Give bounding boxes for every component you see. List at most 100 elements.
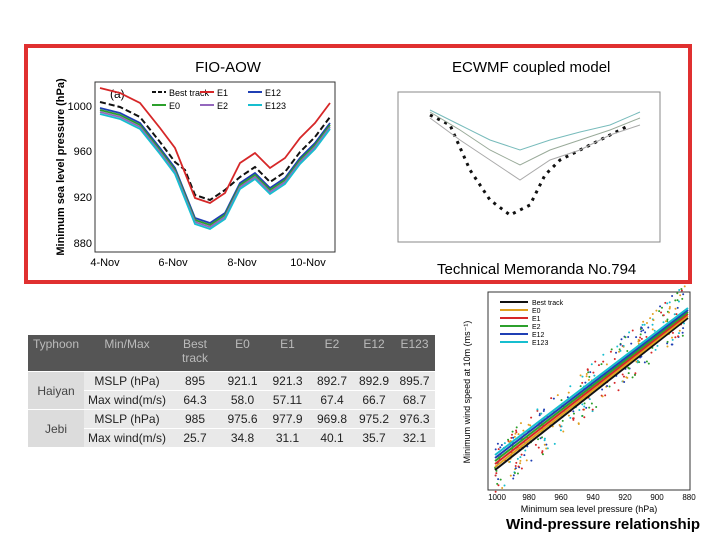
table-row: Jebi MSLP (hPa) 985 975.6 977.9 969.8 975.2 976… bbox=[28, 409, 435, 447]
scatter-dot bbox=[512, 477, 515, 480]
scatter-dot bbox=[636, 359, 639, 362]
scatter-dot bbox=[494, 490, 497, 493]
scatter-dot bbox=[605, 363, 608, 366]
scatter-dot bbox=[523, 454, 526, 457]
scatter-dot bbox=[671, 338, 674, 341]
scatter-dot bbox=[659, 305, 662, 308]
scatter-dot bbox=[673, 313, 676, 316]
scatter-dot bbox=[510, 436, 513, 439]
scatter-dot bbox=[601, 395, 604, 398]
scatter-dot bbox=[494, 474, 497, 477]
scatter-dot bbox=[534, 443, 537, 446]
scatter-dot bbox=[665, 320, 668, 323]
fit-line bbox=[494, 309, 689, 459]
scatter-dot bbox=[543, 437, 546, 440]
scatter-dot bbox=[617, 389, 620, 392]
scatter-dot bbox=[639, 336, 642, 339]
caption: Technical Memoranda No.794 bbox=[437, 261, 636, 278]
scatter-dot bbox=[514, 464, 517, 467]
scatter-dot bbox=[499, 446, 502, 449]
scatter-dot bbox=[638, 361, 641, 364]
scatter-dot bbox=[681, 334, 684, 337]
scatter-dot bbox=[581, 414, 584, 417]
scatter-dot bbox=[586, 369, 589, 372]
scatter-dot bbox=[662, 321, 665, 324]
scatter-dot bbox=[513, 471, 516, 474]
scatter-dot bbox=[593, 374, 596, 377]
red-frame bbox=[24, 44, 692, 284]
track-line bbox=[99, 101, 331, 202]
x-tick-label: 960 bbox=[554, 493, 568, 502]
scatter-dot bbox=[560, 425, 563, 428]
table-cell: 31.1 bbox=[265, 428, 310, 447]
table-cell: MSLP (hPa) bbox=[84, 409, 170, 429]
table-cell: 969.8 bbox=[310, 409, 354, 429]
scatter-dot bbox=[668, 301, 671, 304]
x-tick-label: 1000 bbox=[488, 493, 506, 502]
scatter-dot bbox=[588, 406, 591, 409]
table-cell: 57.11 bbox=[265, 390, 310, 410]
scatter-dot bbox=[639, 333, 642, 336]
scatter-dot bbox=[540, 412, 543, 415]
scatter-dot bbox=[627, 372, 630, 375]
typhoon-name: Jebi bbox=[28, 409, 84, 447]
scatter-dot bbox=[597, 364, 600, 367]
table-row: Haiyan MSLP (hPa) 895 921.1 921.3 892.7 892.9 8… bbox=[28, 371, 435, 410]
scatter-dot bbox=[610, 348, 613, 351]
scatter-dot bbox=[676, 292, 679, 295]
scatter-dot bbox=[613, 358, 616, 361]
scatter-dot bbox=[654, 348, 657, 351]
track-line bbox=[99, 109, 331, 226]
x-tick-label: 880 bbox=[682, 493, 696, 502]
scatter-dot bbox=[520, 467, 523, 470]
scatter-dot bbox=[616, 345, 619, 348]
ensemble-line bbox=[429, 117, 641, 181]
scatter-dot bbox=[639, 327, 642, 330]
scatter-dot bbox=[626, 349, 629, 352]
scatter-dot bbox=[621, 373, 624, 376]
scatter-dot bbox=[530, 459, 533, 462]
scatter-dot bbox=[653, 329, 656, 332]
legend-label: E2 bbox=[217, 101, 228, 111]
table-cell: 921.1 bbox=[220, 371, 265, 391]
table-cell: Max wind(m/s) bbox=[84, 428, 170, 447]
legend-label: E12 bbox=[532, 332, 545, 339]
table-cell: 895 bbox=[170, 371, 220, 391]
scatter-dot bbox=[582, 408, 585, 411]
legend-label: E123 bbox=[532, 340, 548, 347]
scatter-dot bbox=[600, 363, 603, 366]
table-cell: 66.7 bbox=[354, 390, 394, 410]
scatter-dot bbox=[553, 442, 556, 445]
scatter-dot bbox=[647, 326, 650, 329]
scatter-dot bbox=[578, 409, 581, 412]
x-tick-label: 10-Nov bbox=[290, 257, 326, 269]
scatter-dot bbox=[609, 350, 612, 353]
scatter-dot bbox=[579, 374, 582, 377]
scatter-dot bbox=[541, 451, 544, 454]
scatter-dot bbox=[581, 403, 584, 406]
typhoon-name: Haiyan bbox=[28, 371, 84, 410]
scatter-dot bbox=[543, 439, 546, 442]
scatter-dot bbox=[499, 478, 502, 481]
scatter-dot bbox=[587, 378, 590, 381]
scatter-dot bbox=[677, 335, 680, 338]
scatter-dot bbox=[515, 461, 518, 464]
scatter-dot bbox=[678, 329, 681, 332]
scatter-dot bbox=[552, 397, 555, 400]
scatter-dot bbox=[536, 409, 539, 412]
scatter-dot bbox=[651, 312, 654, 315]
scatter-dot bbox=[623, 381, 626, 384]
scatter-dot bbox=[675, 313, 678, 316]
scatter-dot bbox=[588, 375, 591, 378]
scatter-dot bbox=[660, 311, 663, 314]
scatter-dot bbox=[583, 402, 586, 405]
scatter-dot bbox=[679, 294, 682, 297]
legend-label: E0 bbox=[169, 101, 180, 111]
scatter-dot bbox=[668, 311, 671, 314]
scatter-dot bbox=[631, 329, 634, 332]
scatter-dot bbox=[519, 459, 522, 462]
scatter-dot bbox=[538, 414, 541, 417]
scatter-dot bbox=[650, 351, 653, 354]
scatter-dot bbox=[656, 344, 659, 347]
scatter-dot bbox=[537, 438, 540, 441]
